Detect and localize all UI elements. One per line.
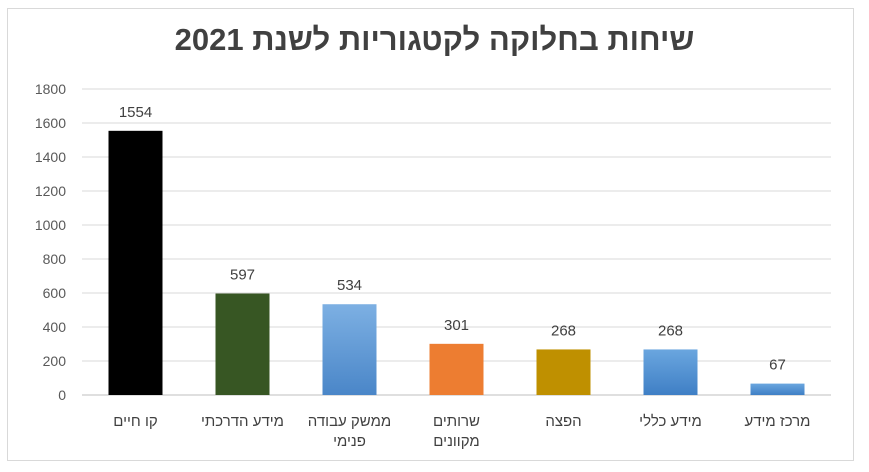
x-axis: קו חיים מידע הדרכתי ממשק עבודה פנימי שרותים מ… [113, 413, 810, 450]
bar [429, 343, 484, 395]
bar [322, 304, 377, 395]
bar [536, 349, 591, 395]
bar [215, 293, 270, 395]
bar [750, 383, 805, 395]
x-tick-label: ממשק עבודה [308, 413, 391, 430]
y-tick-label: 1000 [35, 217, 66, 233]
bar [108, 130, 163, 395]
y-tick-label: 1600 [35, 115, 66, 131]
data-label: 67 [769, 357, 786, 374]
y-tick-label: 800 [43, 251, 67, 267]
data-label: 1554 [119, 104, 152, 121]
x-tick-label: מידע הדרכתי [201, 413, 284, 430]
y-tick-label: 0 [58, 387, 66, 403]
y-tick-label: 1800 [35, 81, 66, 97]
data-label: 597 [230, 267, 255, 284]
bar [643, 349, 698, 395]
bars [108, 130, 805, 395]
gridlines [82, 88, 831, 396]
x-tick-label: שרותים [433, 413, 480, 430]
data-label: 268 [551, 322, 576, 339]
data-label: 301 [444, 317, 469, 334]
y-tick-label: 400 [43, 319, 67, 335]
data-labels: 1554 597 534 301 268 268 67 [119, 104, 786, 374]
x-tick-label: מרכז מידע [744, 413, 810, 430]
x-tick-label: מקוונים [433, 433, 479, 450]
x-tick-label: הפצה [545, 413, 581, 430]
y-tick-label: 200 [43, 353, 67, 369]
x-tick-label: פנימי [333, 433, 366, 450]
data-label: 534 [337, 277, 362, 294]
y-tick-label: 1400 [35, 149, 66, 165]
y-tick-label: 1200 [35, 183, 66, 199]
chart-title: שיחות בחלוקה לקטגוריות לשנת 2021 [174, 22, 695, 57]
data-label: 268 [658, 322, 683, 339]
y-tick-label: 600 [43, 285, 67, 301]
y-axis: 0 200 400 600 800 1000 1200 1400 1600 1800 [35, 81, 66, 403]
x-tick-label: מידע כללי [639, 413, 702, 430]
x-tick-label: קו חיים [113, 413, 158, 430]
